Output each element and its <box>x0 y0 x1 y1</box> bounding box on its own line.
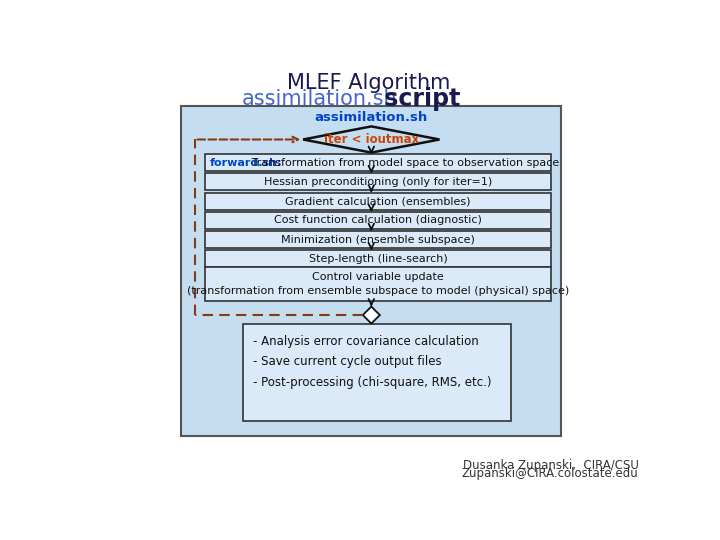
FancyBboxPatch shape <box>204 212 551 229</box>
Polygon shape <box>303 126 439 153</box>
Text: iter < ioutmax: iter < ioutmax <box>324 133 419 146</box>
FancyBboxPatch shape <box>204 231 551 248</box>
Text: script: script <box>377 87 461 111</box>
Text: Step-length (line-search): Step-length (line-search) <box>309 254 447 264</box>
FancyBboxPatch shape <box>243 323 510 421</box>
Text: MLEF Algorithm: MLEF Algorithm <box>287 73 451 93</box>
Text: assimilation.sh: assimilation.sh <box>242 89 397 109</box>
Text: Minimization (ensemble subspace): Minimization (ensemble subspace) <box>281 234 475 245</box>
Text: Hessian preconditioning (only for iter=1): Hessian preconditioning (only for iter=1… <box>264 177 492 187</box>
Text: Transformation from model space to observation space: Transformation from model space to obser… <box>248 158 559 167</box>
Text: (transformation from ensemble subspace to model (physical) space): (transformation from ensemble subspace t… <box>186 286 569 296</box>
FancyBboxPatch shape <box>204 267 551 301</box>
Text: Cost function calculation (diagnostic): Cost function calculation (diagnostic) <box>274 215 482 225</box>
Text: assimilation.sh: assimilation.sh <box>315 111 428 124</box>
Text: Gradient calculation (ensembles): Gradient calculation (ensembles) <box>285 196 471 206</box>
FancyBboxPatch shape <box>204 173 551 190</box>
FancyBboxPatch shape <box>181 106 561 436</box>
Text: Zupanski@CIRA.colostate.edu: Zupanski@CIRA.colostate.edu <box>462 467 639 480</box>
FancyBboxPatch shape <box>204 193 551 210</box>
Text: Control variable update: Control variable update <box>312 272 444 282</box>
Polygon shape <box>363 307 380 323</box>
Text: - Analysis error covariance calculation: - Analysis error covariance calculation <box>253 335 479 348</box>
FancyBboxPatch shape <box>204 154 551 171</box>
Text: forward.sh:: forward.sh: <box>210 158 282 167</box>
Text: - Save current cycle output files: - Save current cycle output files <box>253 355 441 368</box>
Text: Dusanka Zupanski,  CIRA/CSU: Dusanka Zupanski, CIRA/CSU <box>463 458 639 472</box>
Text: - Post-processing (chi-square, RMS, etc.): - Post-processing (chi-square, RMS, etc.… <box>253 375 491 389</box>
FancyBboxPatch shape <box>204 251 551 267</box>
